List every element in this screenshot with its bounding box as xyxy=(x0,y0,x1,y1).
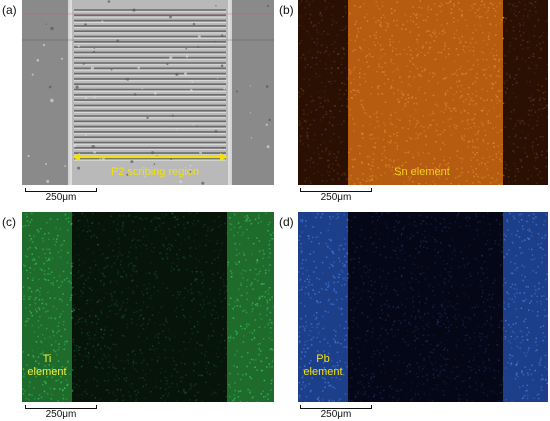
panel-b-label: (b) xyxy=(279,3,294,17)
panel-a-caption: P2 scribing region xyxy=(110,166,200,178)
scalebar-line xyxy=(25,405,97,409)
panel-c-scalebar: 250μm xyxy=(25,405,97,420)
speckle-noise xyxy=(298,212,548,402)
sem-grain xyxy=(27,0,271,185)
panel-a-label: (a) xyxy=(2,3,17,17)
scribe-edge-left xyxy=(68,0,72,185)
scalebar-text: 250μm xyxy=(45,409,77,420)
panel-a-sem-image xyxy=(22,0,274,185)
pb-element-map xyxy=(298,212,548,402)
arrow-head-left xyxy=(72,153,80,161)
scalebar-line xyxy=(300,188,372,192)
caption-line-2: element xyxy=(27,366,67,378)
panel-d-label: (d) xyxy=(279,215,294,229)
scribe-lines xyxy=(74,9,226,161)
caption-line-2: element xyxy=(303,366,343,378)
ti-element-map xyxy=(22,212,274,402)
scalebar-text: 250μm xyxy=(45,192,77,203)
scribing-band xyxy=(72,212,227,402)
caption-line-1: Ti xyxy=(42,353,52,365)
scribing-band xyxy=(348,212,503,402)
panel-a-scalebar: 250μm xyxy=(25,188,97,203)
scalebar-text: 250μm xyxy=(320,409,352,420)
panel-b-scalebar: 250μm xyxy=(300,188,372,203)
arrow-head-right xyxy=(220,153,228,161)
panel-c-label: (c) xyxy=(2,215,16,229)
sem-micrograph xyxy=(22,0,274,185)
caption-line-1: Pb xyxy=(316,353,330,365)
panel-d-scalebar: 250μm xyxy=(300,405,372,420)
speckle-noise xyxy=(22,212,274,402)
scribe-edge-right xyxy=(228,0,232,185)
speckle-noise xyxy=(298,0,548,185)
panel-b-caption: Sn element xyxy=(394,166,450,178)
panel-c-ti-map xyxy=(22,212,274,402)
panel-b-sn-map xyxy=(298,0,548,185)
panel-d-pb-map xyxy=(298,212,548,402)
scalebar-line xyxy=(300,405,372,409)
scalebar-text: 250μm xyxy=(320,192,352,203)
panel-d-caption: Pb element xyxy=(298,353,348,379)
scalebar-line xyxy=(25,188,97,192)
panel-c-caption: Ti element xyxy=(22,353,72,379)
sn-element-map xyxy=(298,0,548,185)
